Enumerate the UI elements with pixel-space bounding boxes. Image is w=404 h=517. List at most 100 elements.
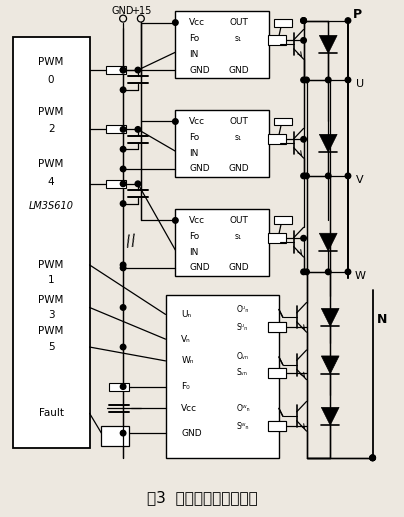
Bar	[274, 19, 292, 26]
Circle shape	[301, 235, 306, 241]
Text: Uₙ: Uₙ	[181, 310, 191, 319]
Text: OUT: OUT	[229, 18, 248, 27]
Polygon shape	[321, 356, 339, 374]
Text: GND: GND	[229, 66, 249, 74]
Text: s₁: s₁	[235, 34, 242, 43]
Circle shape	[304, 269, 309, 275]
Text: 0: 0	[48, 75, 55, 85]
Text: PWM: PWM	[38, 159, 64, 169]
Circle shape	[326, 173, 331, 179]
Text: //: //	[125, 234, 137, 250]
Text: +15: +15	[130, 6, 151, 16]
Text: Fo: Fo	[189, 34, 200, 43]
Circle shape	[120, 146, 126, 152]
Polygon shape	[321, 407, 339, 425]
Text: V: V	[356, 175, 364, 185]
Bar	[268, 421, 286, 431]
Text: Vcc: Vcc	[189, 18, 205, 27]
Circle shape	[120, 344, 126, 350]
Text: PWM: PWM	[38, 57, 64, 67]
Bar	[166, 295, 279, 458]
Circle shape	[345, 269, 351, 275]
Text: s₁: s₁	[235, 133, 242, 142]
Text: 4: 4	[48, 177, 55, 187]
Bar	[274, 217, 292, 224]
Text: 图3  变频器控制电路电路: 图3 变频器控制电路电路	[147, 490, 257, 505]
Circle shape	[173, 119, 178, 124]
Circle shape	[326, 77, 331, 83]
Circle shape	[120, 201, 126, 206]
Circle shape	[135, 67, 141, 73]
Text: W: W	[354, 271, 365, 281]
Bar	[268, 368, 286, 378]
Bar	[268, 233, 286, 243]
Circle shape	[120, 305, 126, 310]
Polygon shape	[320, 36, 337, 53]
Circle shape	[173, 20, 178, 25]
Circle shape	[304, 173, 309, 179]
Circle shape	[120, 67, 126, 73]
Text: P: P	[353, 8, 362, 21]
Bar	[106, 66, 126, 74]
Text: 3: 3	[48, 310, 55, 321]
Circle shape	[370, 455, 375, 461]
Circle shape	[345, 173, 351, 179]
Bar	[13, 37, 90, 448]
Bar	[268, 421, 286, 431]
Text: Vₙ: Vₙ	[181, 334, 191, 344]
Text: GND: GND	[229, 263, 249, 272]
Circle shape	[301, 269, 306, 275]
Circle shape	[135, 127, 141, 132]
Polygon shape	[321, 309, 339, 326]
Bar	[268, 322, 286, 332]
Bar	[268, 134, 286, 144]
Circle shape	[301, 18, 306, 23]
Circle shape	[120, 430, 126, 436]
Circle shape	[120, 181, 126, 187]
Bar	[175, 110, 269, 177]
Text: IN: IN	[189, 50, 198, 59]
Circle shape	[135, 181, 141, 187]
Text: PWM: PWM	[38, 295, 64, 305]
Circle shape	[120, 384, 126, 389]
Text: LM3S610: LM3S610	[29, 201, 74, 210]
Text: Fault: Fault	[39, 408, 63, 418]
Circle shape	[301, 18, 306, 23]
Text: Fo: Fo	[189, 133, 200, 142]
Circle shape	[120, 166, 126, 172]
Text: GND: GND	[181, 429, 202, 437]
Circle shape	[120, 127, 126, 132]
Circle shape	[370, 455, 375, 461]
Circle shape	[345, 18, 351, 23]
Text: PWM: PWM	[38, 326, 64, 336]
Text: Oᵁₙ: Oᵁₙ	[236, 305, 249, 314]
Text: GND: GND	[112, 6, 135, 16]
Text: Wₙ: Wₙ	[181, 356, 194, 366]
Text: GND: GND	[189, 263, 210, 272]
Text: PWM: PWM	[38, 107, 64, 117]
Text: IN: IN	[189, 248, 198, 256]
Circle shape	[120, 265, 126, 271]
Circle shape	[370, 455, 375, 461]
Text: GND: GND	[189, 66, 210, 74]
Bar	[109, 383, 129, 390]
Circle shape	[120, 262, 126, 268]
Text: Vcc: Vcc	[189, 216, 205, 225]
Circle shape	[173, 218, 178, 223]
Circle shape	[345, 77, 351, 83]
Text: Vcc: Vcc	[189, 117, 205, 126]
Polygon shape	[320, 233, 337, 251]
Text: F₀: F₀	[181, 382, 190, 391]
Text: 2: 2	[48, 125, 55, 134]
Circle shape	[326, 269, 331, 275]
Text: GND: GND	[229, 164, 249, 174]
Text: OUT: OUT	[229, 216, 248, 225]
Text: PWM: PWM	[38, 260, 64, 270]
Bar	[101, 426, 129, 446]
Bar	[106, 126, 126, 133]
Text: N: N	[377, 313, 388, 326]
Text: Oᵂₙ: Oᵂₙ	[236, 404, 250, 413]
Text: OUT: OUT	[229, 117, 248, 126]
Bar	[268, 368, 286, 378]
Text: U: U	[356, 79, 364, 89]
